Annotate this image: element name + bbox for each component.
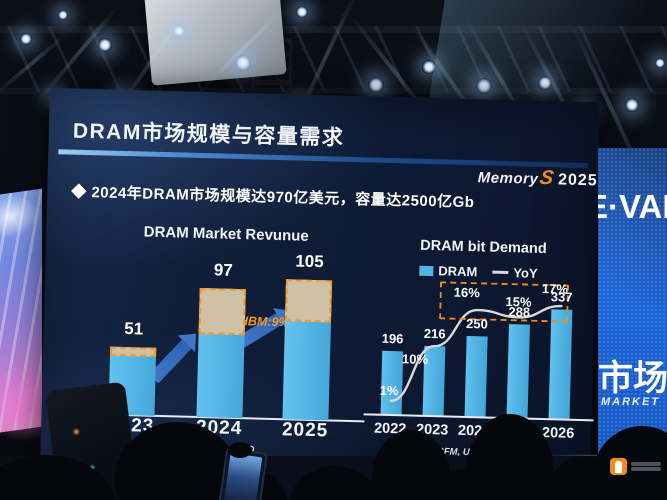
hbm-segment (110, 346, 157, 357)
watermark-logo (610, 458, 661, 475)
stage-light (476, 78, 492, 94)
banner-cn-text: 市场 (598, 359, 667, 398)
audience-finger (228, 442, 252, 458)
watermark-text-blur (631, 460, 661, 473)
phone-screen (223, 453, 263, 500)
stage-light (538, 76, 552, 90)
revenue-bar-2025 (282, 279, 333, 421)
bar-value-label: 196 (381, 330, 404, 347)
truss-braces (0, 26, 667, 92)
bar-value-label: 216 (423, 325, 446, 342)
yoy-point-label: 17% (541, 280, 569, 297)
yoy-point-label: 16% (453, 284, 481, 301)
slide-title: DRAM市场规模与容量需求 (72, 119, 345, 150)
yoy-point-label: 10% (401, 351, 429, 367)
slide-subtitle: ◆ 2024年DRAM市场规模达970亿美元，容量达2500亿Gb (71, 183, 475, 212)
stage-light (58, 10, 68, 20)
watermark-icon (610, 458, 627, 475)
bar-value-label: 97 (213, 260, 233, 280)
hbm-segment (198, 287, 246, 336)
stage-light (296, 6, 308, 18)
bar-value-label: 105 (295, 251, 324, 272)
hbm-segment (284, 279, 333, 323)
banner-en-text: MARKET (601, 396, 661, 408)
bar-value-label: 250 (465, 315, 489, 332)
stage-light (98, 38, 112, 52)
stage-light (368, 77, 384, 93)
memorys-2025-logo: MemoryS 2025 (478, 165, 598, 191)
category-label: 2026 (541, 425, 575, 442)
demand-chart-plot (370, 235, 591, 476)
stage-light (655, 58, 665, 68)
banner-headline: E·VAL (598, 188, 667, 225)
stage-light (20, 33, 32, 45)
category-label: 2025 (281, 419, 329, 442)
logo-s-swoosh: S (537, 166, 556, 190)
revenue-chart-plot (92, 214, 362, 221)
stage-light (173, 25, 185, 37)
logo-text: Memory (477, 169, 539, 188)
stage-light (422, 60, 436, 74)
logo-year: 2025 (557, 171, 598, 190)
audience-head (466, 414, 554, 500)
yoy-point-label: 1% (379, 382, 399, 399)
presentation-screen: DRAM市场规模与容量需求 MemoryS 2025 ◆ 2024年DRAM市场… (40, 88, 600, 483)
yoy-point-label: 15% (505, 294, 532, 310)
bar-value-label: 51 (124, 319, 144, 339)
demand-chart: DRAM bit Demand DRAM YoY 196 2022 216 2023 2… (363, 235, 594, 476)
stage-light (625, 98, 639, 112)
revenue-bar-2024 (196, 287, 246, 419)
revenue-chart-title: DRAM Market Revunue (143, 223, 309, 245)
yoy-line (389, 304, 563, 403)
stage-light (235, 55, 251, 71)
